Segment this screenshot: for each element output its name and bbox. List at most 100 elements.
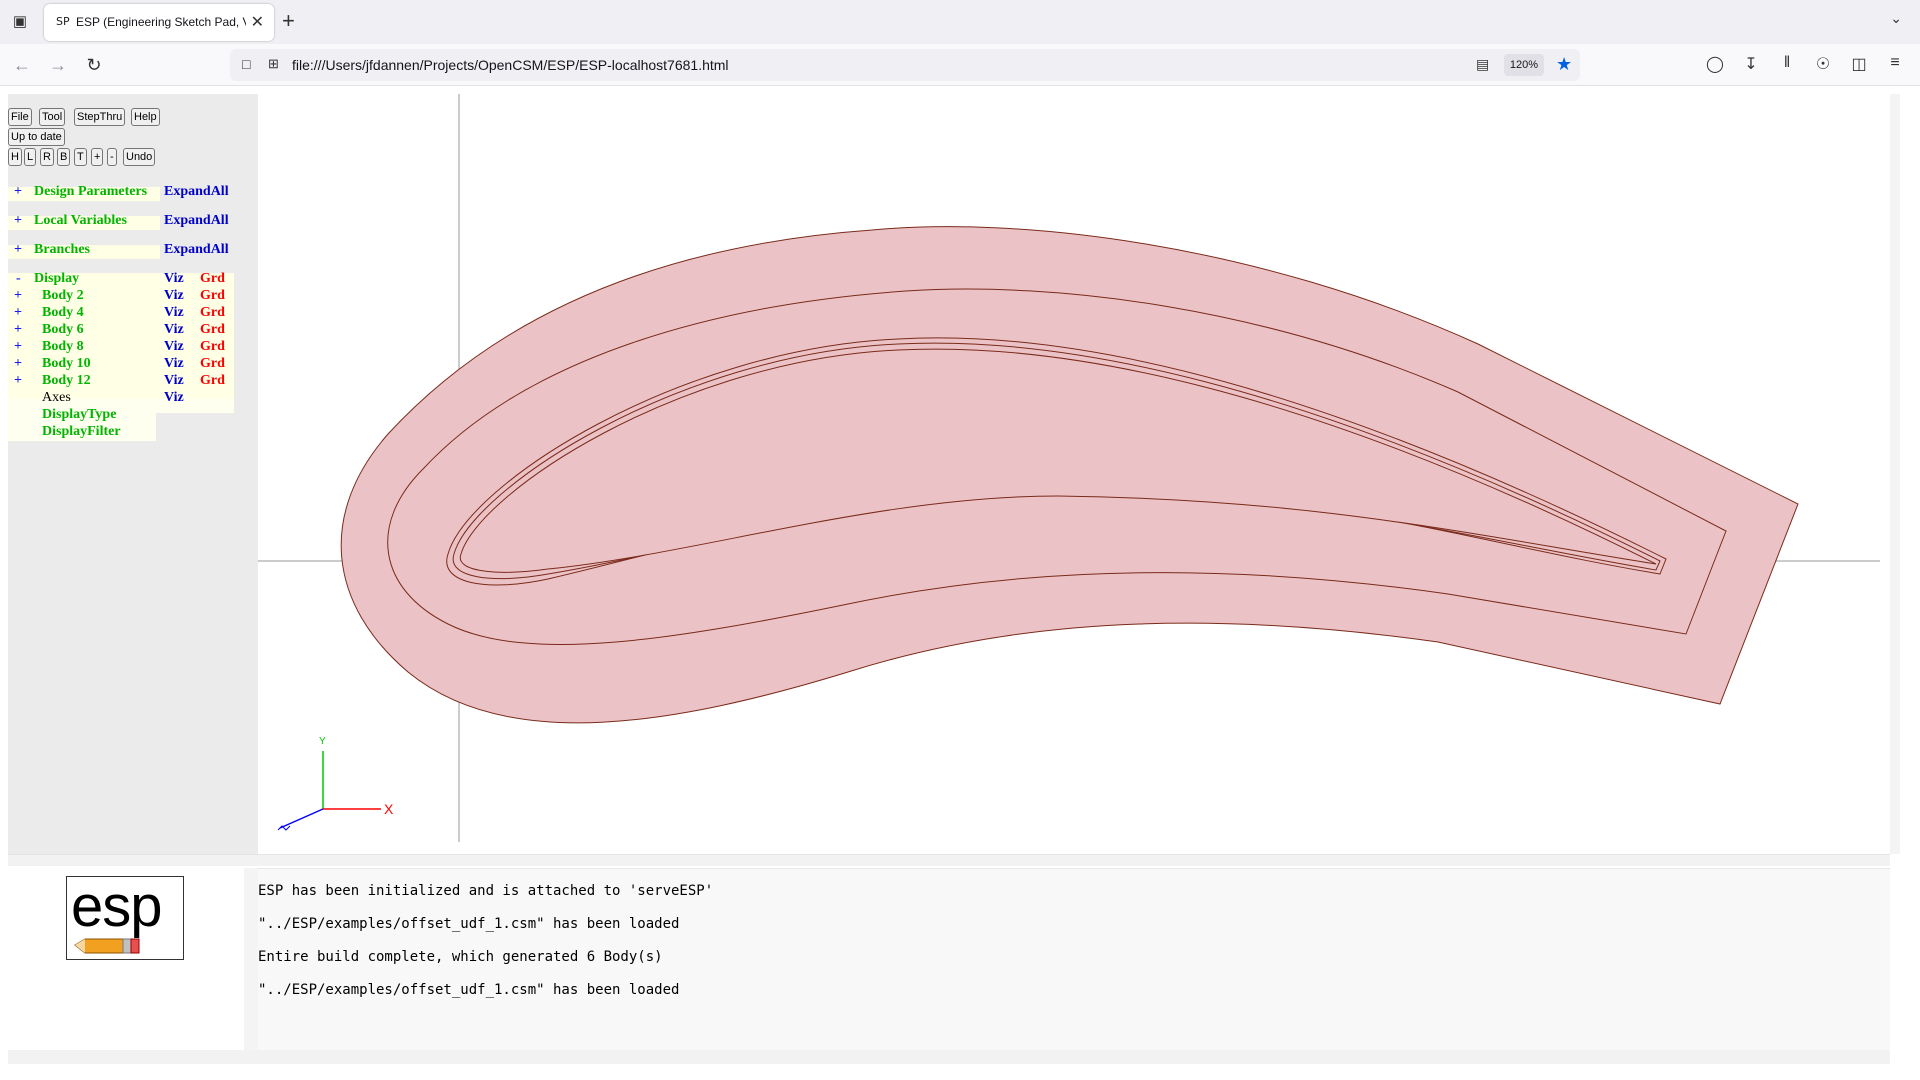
view-bottom-button[interactable]: B — [57, 148, 71, 166]
airfoil-body[interactable] — [459, 348, 1657, 573]
browser-tab[interactable]: SP ESP (Engineering Sketch Pad, V ✕ — [44, 4, 274, 41]
display-toggle[interactable]: - — [16, 271, 21, 286]
body-viz[interactable]: Viz — [164, 373, 184, 388]
design-parameters-label[interactable]: Design Parameters — [34, 184, 148, 199]
chevron-down-icon[interactable]: ⌄ — [1890, 10, 1902, 26]
help-button[interactable]: Help — [131, 108, 160, 126]
close-icon[interactable]: ✕ — [250, 14, 264, 31]
body-toggle[interactable]: + — [14, 322, 22, 337]
body-label[interactable]: Body 8 — [42, 339, 84, 354]
design-parameters-expandall[interactable]: ExpandAll — [164, 184, 229, 199]
body-toggle[interactable]: + — [14, 373, 22, 388]
local-variables-expandall[interactable]: ExpandAll — [164, 213, 229, 228]
z-axis-glyph — [277, 825, 291, 831]
menu-icon[interactable]: ≡ — [1890, 54, 1900, 71]
url-bar[interactable]: □ ⊞ file:///Users/jfdannen/Projects/Open… — [230, 49, 1580, 81]
branches-toggle[interactable]: + — [14, 242, 22, 257]
body-label[interactable]: Body 2 — [42, 288, 84, 303]
pocket-icon[interactable]: ◯ — [1706, 56, 1724, 73]
design-parameters-toggle[interactable]: + — [14, 184, 22, 199]
graphics-scrollbar[interactable] — [1890, 94, 1900, 854]
stepthru-button[interactable]: StepThru — [74, 108, 126, 126]
message-line: "../ESP/examples/offset_udf_1.csm" has b… — [258, 916, 680, 932]
body-grd[interactable]: Grd — [200, 356, 225, 371]
left-panel: File Tool StepThru Help Up to date H L R… — [8, 94, 258, 854]
body-toggle[interactable]: + — [14, 305, 22, 320]
display-viz[interactable]: Viz — [164, 271, 184, 286]
display-grd[interactable]: Grd — [200, 271, 225, 286]
panel-divider[interactable] — [8, 854, 1890, 866]
body-viz[interactable]: Viz — [164, 322, 184, 337]
body-label[interactable]: Body 12 — [42, 373, 91, 388]
tab-favicon-icon: SP — [56, 15, 70, 28]
permissions-icon[interactable]: ⊞ — [268, 56, 279, 71]
panel-gutter — [244, 868, 258, 1050]
body-toggle[interactable]: + — [14, 288, 22, 303]
axes-label[interactable]: Axes — [42, 390, 71, 405]
z-axis-line — [279, 808, 324, 829]
graphics-svg[interactable]: Y X — [258, 94, 1890, 854]
message-line: ESP has been initialized and is attached… — [258, 883, 714, 899]
body-grd[interactable]: Grd — [200, 373, 225, 388]
display-type-label[interactable]: DisplayType — [42, 407, 117, 422]
tree-row-bg — [8, 245, 160, 259]
message-line: Entire build complete, which generated 6… — [258, 949, 663, 965]
body-grd[interactable]: Grd — [200, 322, 225, 337]
branches-label[interactable]: Branches — [34, 242, 90, 257]
body-label[interactable]: Body 4 — [42, 305, 84, 320]
local-variables-toggle[interactable]: + — [14, 213, 22, 228]
axes-viz[interactable]: Viz — [164, 390, 184, 405]
url-text[interactable]: file:///Users/jfdannen/Projects/OpenCSM/… — [292, 57, 729, 73]
local-variables-label[interactable]: Local Variables — [34, 213, 127, 228]
message-line: "../ESP/examples/offset_udf_1.csm" has b… — [258, 982, 680, 998]
body-viz[interactable]: Viz — [164, 288, 184, 303]
zoom-out-button[interactable]: - — [107, 148, 117, 166]
graphics-canvas[interactable]: Y X — [258, 94, 1890, 854]
display-label[interactable]: Display — [34, 271, 80, 286]
view-top-button[interactable]: T — [74, 148, 87, 166]
browser-tab-bar: ▣ SP ESP (Engineering Sketch Pad, V ✕ + … — [0, 0, 1920, 44]
status-button[interactable]: Up to date — [8, 128, 65, 146]
extensions-icon[interactable]: ◫ — [1851, 56, 1867, 73]
body-toggle[interactable]: + — [14, 356, 22, 371]
body-label[interactable]: Body 6 — [42, 322, 84, 337]
tree-row-bg — [8, 413, 156, 441]
back-icon[interactable]: ← — [13, 55, 31, 75]
zoom-level-badge[interactable]: 120% — [1504, 54, 1544, 76]
view-home-button[interactable]: H — [8, 148, 22, 166]
tool-button[interactable]: Tool — [39, 108, 66, 126]
esp-logo: esp — [66, 874, 184, 960]
download-icon[interactable]: ↧ — [1744, 56, 1758, 73]
body-viz[interactable]: Viz — [164, 305, 184, 320]
body-grd[interactable]: Grd — [200, 305, 225, 320]
tree-row-bg — [8, 216, 160, 230]
reload-icon[interactable]: ↻ — [86, 55, 102, 75]
zoom-in-button[interactable]: + — [91, 148, 104, 166]
body-label[interactable]: Body 10 — [42, 356, 91, 371]
bottom-scrollbar[interactable] — [8, 1050, 1890, 1064]
pencil-icon — [74, 938, 140, 954]
plus-icon[interactable]: + — [282, 8, 295, 33]
account-icon[interactable]: ☉ — [1815, 56, 1831, 73]
body-grd[interactable]: Grd — [200, 339, 225, 354]
display-filter-label[interactable]: DisplayFilter — [42, 424, 121, 439]
view-left-button[interactable]: L — [24, 148, 37, 166]
view-right-button[interactable]: R — [40, 148, 54, 166]
file-button[interactable]: File — [8, 108, 32, 126]
body-grd[interactable]: Grd — [200, 288, 225, 303]
body-toggle[interactable]: + — [14, 339, 22, 354]
body-viz[interactable]: Viz — [164, 339, 184, 354]
esp-logo-text: esp — [71, 874, 163, 939]
branches-expandall[interactable]: ExpandAll — [164, 242, 229, 257]
body-viz[interactable]: Viz — [164, 356, 184, 371]
forward-icon[interactable]: → — [49, 55, 67, 75]
page-icon[interactable]: □ — [242, 56, 251, 72]
tab-list-icon[interactable]: ▣ — [12, 13, 28, 30]
tree-row-bg — [8, 187, 160, 201]
browser-nav-bar: ← → ↻ □ ⊞ file:///Users/jfdannen/Project… — [0, 44, 1920, 86]
star-icon[interactable]: ★ — [1556, 54, 1573, 74]
undo-button[interactable]: Undo — [123, 148, 156, 166]
library-icon[interactable]: ‖ — [1783, 54, 1791, 71]
reader-view-icon[interactable]: ▤ — [1476, 56, 1490, 72]
tab-title: ESP (Engineering Sketch Pad, V — [76, 15, 246, 29]
